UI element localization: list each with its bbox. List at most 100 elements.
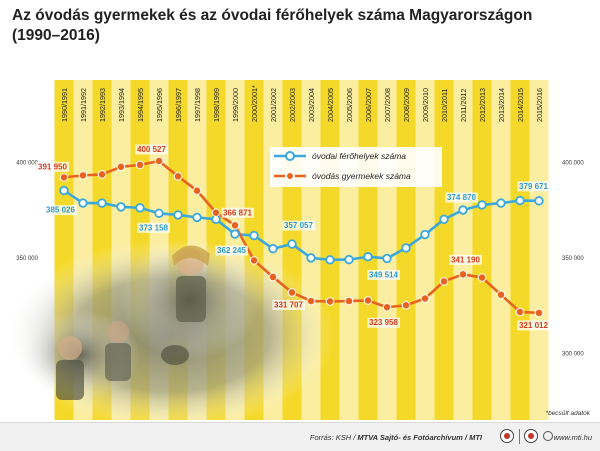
marker-children xyxy=(534,308,544,318)
marker-capacity xyxy=(477,200,487,210)
x-tick-label: 2001/2002 xyxy=(269,88,278,122)
legend-label-children: óvodás gyermekek száma xyxy=(312,171,411,181)
footer-divider xyxy=(519,429,520,444)
marker-children xyxy=(78,171,88,180)
marker-children xyxy=(420,294,430,303)
marker-capacity xyxy=(59,185,69,196)
footer-bar: Forrás: KSH / MTVA Sajtó- és Fotóarchívu… xyxy=(0,422,600,451)
data-label-children: 366 871 xyxy=(223,208,252,217)
children-photo-illustration xyxy=(5,240,335,422)
marker-children xyxy=(515,307,525,317)
x-tick-label: 1992/1993 xyxy=(98,88,107,122)
y-axis-labels: 400 000 350 000 400 000 350 000 300 000 xyxy=(16,161,584,358)
marker-children xyxy=(59,173,69,182)
year-stripe xyxy=(529,80,549,420)
x-tick-label: 2009/2010 xyxy=(421,88,430,122)
data-label-capacity: 385 026 xyxy=(46,206,75,215)
x-tick-labels: 1990/1991 1991/1992 1992/1993 1993/1994 1994… xyxy=(60,85,544,122)
marker-capacity xyxy=(173,210,183,220)
x-tick-label: 2000/2001* xyxy=(250,85,259,122)
marker-children xyxy=(249,256,259,265)
data-label-bg xyxy=(137,222,170,233)
year-stripe xyxy=(491,80,511,420)
x-tick-label: 2006/2007 xyxy=(364,88,373,122)
year-stripe xyxy=(377,80,397,420)
data-label-children: 391 950 xyxy=(38,162,67,171)
marker-capacity xyxy=(306,253,316,263)
data-label-bg xyxy=(221,207,254,218)
data-label-capacity: 349 514 xyxy=(369,270,398,279)
estimate-note: *becsült adatok xyxy=(545,410,590,417)
x-tick-label: 2014/2015 xyxy=(516,88,525,122)
marker-capacity xyxy=(382,253,392,264)
x-tick-label: 2010/2011 xyxy=(440,89,449,122)
y-tick-label-left: 400 000 xyxy=(16,161,38,167)
data-label-children: 321 012 xyxy=(519,321,548,330)
marker-children xyxy=(477,273,487,282)
marker-capacity xyxy=(458,205,468,215)
x-tick-label: 1994/1995 xyxy=(136,88,145,122)
marker-children xyxy=(97,170,107,179)
marker-capacity xyxy=(496,198,506,208)
data-label-bg xyxy=(445,192,478,203)
x-tick-label: 1997/1998 xyxy=(193,88,202,122)
marker-capacity xyxy=(97,198,107,208)
marker-capacity xyxy=(287,239,297,249)
marker-children xyxy=(211,208,221,217)
marker-children xyxy=(135,160,145,170)
x-tick-label: 2002/2003 xyxy=(288,88,297,122)
source-org: MTVA Sajtó- és Fotóarchívum / MTI xyxy=(357,433,482,442)
year-stripe xyxy=(339,80,359,420)
series-markers xyxy=(59,156,544,318)
x-tick-label: 1998/1999 xyxy=(212,88,221,122)
x-tick-label: 2012/2013 xyxy=(478,88,487,122)
x-tick-label: 2007/2008 xyxy=(383,88,392,122)
year-stripe xyxy=(358,80,378,420)
x-tick-label: 2005/2006 xyxy=(345,88,354,122)
marker-children xyxy=(173,172,183,181)
marker-children xyxy=(382,302,392,312)
y-tick-label-right: 400 000 xyxy=(562,161,584,167)
website-link[interactable]: www.mti.hu xyxy=(553,433,592,442)
line-chart: 1990/1991 1991/1992 1992/1993 1993/1994 1994… xyxy=(5,80,584,422)
data-label-capacity: 362 245 xyxy=(217,246,246,255)
data-label-capacity: 373 158 xyxy=(139,223,168,232)
data-label-bg xyxy=(282,220,315,231)
marker-capacity xyxy=(534,196,544,206)
data-label-bg xyxy=(367,269,400,280)
x-tick-label: 1990/1991 xyxy=(60,88,69,122)
marker-capacity xyxy=(78,198,88,208)
marker-children xyxy=(116,162,126,172)
data-label-capacity: 357 057 xyxy=(284,221,313,230)
year-stripe xyxy=(472,80,492,420)
mtva-logo-icon xyxy=(500,429,514,443)
marker-children xyxy=(439,277,449,286)
marker-children xyxy=(344,296,354,306)
x-tick-label: 1995/1996 xyxy=(155,88,164,122)
x-tick-label: 1996/1997 xyxy=(174,88,183,122)
data-label-capacity: 374 870 xyxy=(447,193,476,202)
year-stripe xyxy=(434,80,454,420)
data-label-bg xyxy=(449,254,482,265)
data-label-bg xyxy=(44,205,77,216)
data-label-children: 323 958 xyxy=(369,318,398,327)
marker-capacity xyxy=(249,230,259,241)
x-tick-label: 1993/1994 xyxy=(117,88,126,122)
data-label-bg xyxy=(135,144,168,155)
y-tick-label-right: 350 000 xyxy=(562,256,584,262)
marker-capacity xyxy=(515,195,525,206)
x-tick-label: 1991/1992 xyxy=(79,88,88,122)
x-tick-label: 1999/2000 xyxy=(231,88,240,122)
year-stripe xyxy=(510,80,530,420)
marker-children xyxy=(325,297,335,306)
legend-label-capacity: óvodai férőhelyek száma xyxy=(312,151,406,161)
marker-capacity xyxy=(116,202,126,212)
marker-children xyxy=(287,288,297,297)
data-label-bg xyxy=(36,161,69,172)
x-tick-label: 2011/2012 xyxy=(459,89,468,122)
marker-capacity xyxy=(363,252,373,262)
marker-capacity xyxy=(135,203,145,213)
marker-capacity xyxy=(154,208,164,218)
data-label-bg xyxy=(215,245,248,256)
